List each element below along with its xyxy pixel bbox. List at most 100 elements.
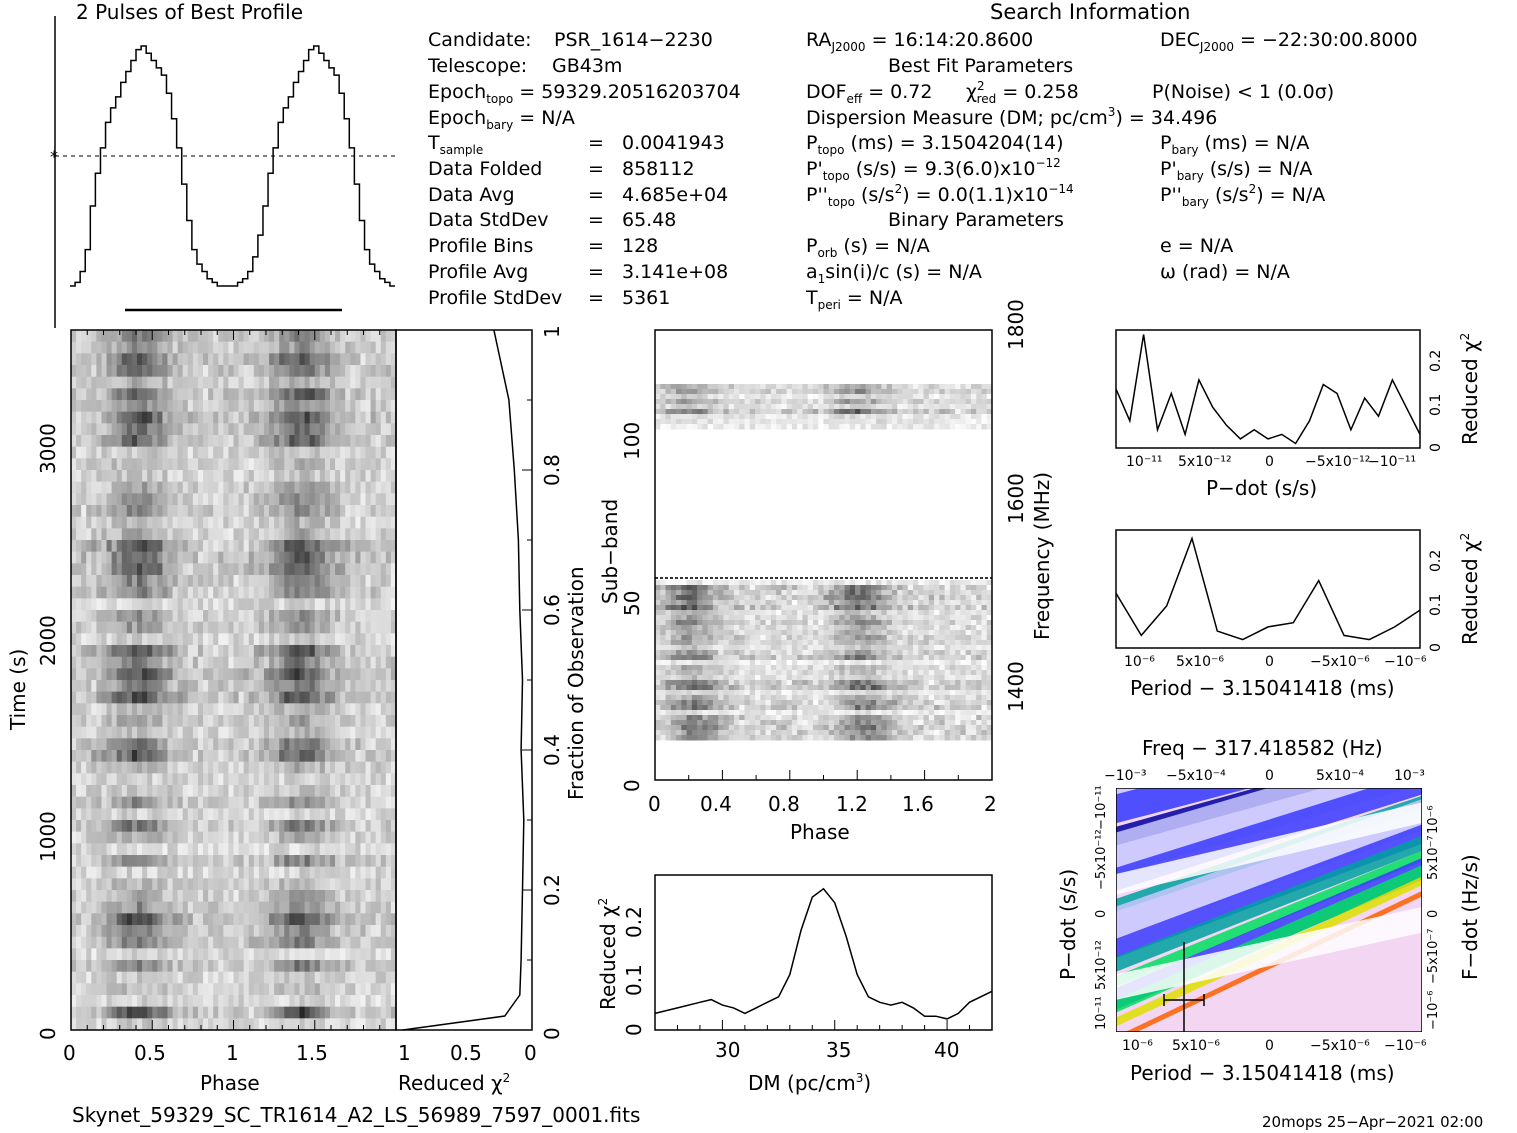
subband-cell: [855, 424, 861, 430]
phase-time-cell: [106, 470, 113, 483]
subband-cell: [939, 610, 946, 616]
phase-time-cell: [213, 691, 219, 704]
phase-time-cell: [81, 738, 87, 751]
phase-time-cell: [380, 481, 387, 494]
phase-time-cell: [182, 738, 189, 751]
subband-cell: [823, 409, 830, 415]
phase-time-cell: [126, 493, 133, 506]
phase-time-cell: [192, 738, 199, 751]
phase-time-cell: [314, 680, 321, 693]
phase-time-cell: [96, 470, 102, 483]
phase-time-cell: [228, 913, 234, 926]
subband-cell: [786, 580, 793, 586]
phase-time-cell: [187, 960, 194, 973]
phase-time-cell: [319, 645, 326, 658]
phase-time-cell: [101, 913, 108, 926]
phase-time-cell: [162, 738, 168, 751]
phase-time-cell: [284, 773, 290, 786]
phase-time-cell: [324, 761, 331, 774]
subband-cell: [765, 424, 772, 430]
phase-time-cell: [187, 435, 194, 448]
phase-time-cell: [355, 691, 361, 704]
phase-time-cell: [81, 493, 87, 506]
subband-cell: [655, 590, 661, 596]
phase-time-cell: [263, 575, 270, 588]
phase-time-cell: [390, 435, 397, 448]
phase-time-cell: [131, 516, 138, 529]
phase-time-cell: [86, 925, 92, 938]
phase-time-cell: [91, 773, 97, 786]
phase-time-cell: [197, 960, 204, 973]
phase-time-cell: [248, 785, 255, 798]
subband-cell: [844, 399, 851, 405]
phase-time-cell: [152, 680, 158, 693]
subband-cell: [786, 595, 793, 601]
phase-time-cell: [213, 668, 219, 681]
subband-cell: [733, 419, 740, 425]
phase-time-cell: [213, 493, 219, 506]
phase-time-cell: [101, 820, 108, 833]
subband-cell: [844, 595, 851, 601]
phase-time-cell: [319, 400, 326, 413]
phase-time-cell: [142, 505, 148, 518]
phase-time-cell: [370, 738, 377, 751]
phase-time-cell: [228, 995, 234, 1008]
phase-time-cell: [228, 691, 234, 704]
phase-time-cell: [167, 376, 174, 389]
phase-time-cell: [258, 901, 265, 914]
phase-time-cell: [126, 376, 133, 389]
phase-time-cell: [91, 598, 97, 611]
subband-cell: [744, 585, 751, 591]
phase-time-cell: [340, 983, 346, 996]
phase-time-cell: [172, 820, 179, 833]
subband-cell: [955, 424, 961, 430]
phase-time-cell: [355, 481, 361, 494]
phase-time-cell: [314, 750, 321, 763]
phase-time-cell: [279, 983, 285, 996]
phase-time-cell: [243, 936, 250, 949]
phase-time-cell: [192, 353, 199, 366]
phase-time-cell: [101, 890, 108, 903]
subband-cell: [934, 389, 940, 395]
phase-time-cell: [360, 446, 367, 459]
phase-time-cell: [137, 715, 143, 728]
phase-time-cell: [121, 1018, 128, 1031]
phase-time-cell: [279, 365, 285, 378]
phase-time-cell: [187, 680, 194, 693]
phase-time-cell: [218, 516, 224, 529]
phase-time-cell: [91, 796, 97, 809]
phase-time-cell: [243, 610, 250, 623]
phase-time-cell: [167, 493, 174, 506]
subband-cell: [897, 605, 903, 611]
phase-time-cell: [167, 866, 174, 879]
phase-time-cell: [142, 645, 148, 658]
subband-cell: [776, 399, 782, 405]
phase-time-cell: [324, 936, 331, 949]
phase-time-cell: [269, 878, 275, 891]
subband-cell: [913, 585, 919, 591]
subband-cell: [965, 404, 972, 410]
phase-time-cell: [197, 563, 204, 576]
phase-time-cell: [355, 376, 361, 389]
phase-time-cell: [208, 575, 214, 588]
subband-cell: [907, 419, 914, 425]
phase-time-cell: [375, 715, 382, 728]
phase-time-cell: [340, 341, 346, 354]
phase-time-cell: [274, 668, 280, 681]
phase-time-cell: [96, 365, 102, 378]
phase-time-cell: [335, 913, 341, 926]
phase-time-cell: [157, 855, 163, 868]
eq-4: =: [588, 209, 604, 231]
phase-time-cell: [269, 645, 275, 658]
subband-cell: [712, 605, 719, 611]
phase-time-cell: [203, 750, 209, 763]
subband-cell: [728, 404, 735, 410]
phase-time-cell: [111, 376, 118, 389]
phase-time-cell: [329, 341, 336, 354]
phase-time-cell: [355, 458, 361, 471]
phase-time-cell: [76, 493, 82, 506]
phase-time-cell: [370, 773, 377, 786]
phase-time-cell: [96, 960, 102, 973]
phase-time-cell: [187, 610, 194, 623]
phase-time-cell: [329, 960, 336, 973]
